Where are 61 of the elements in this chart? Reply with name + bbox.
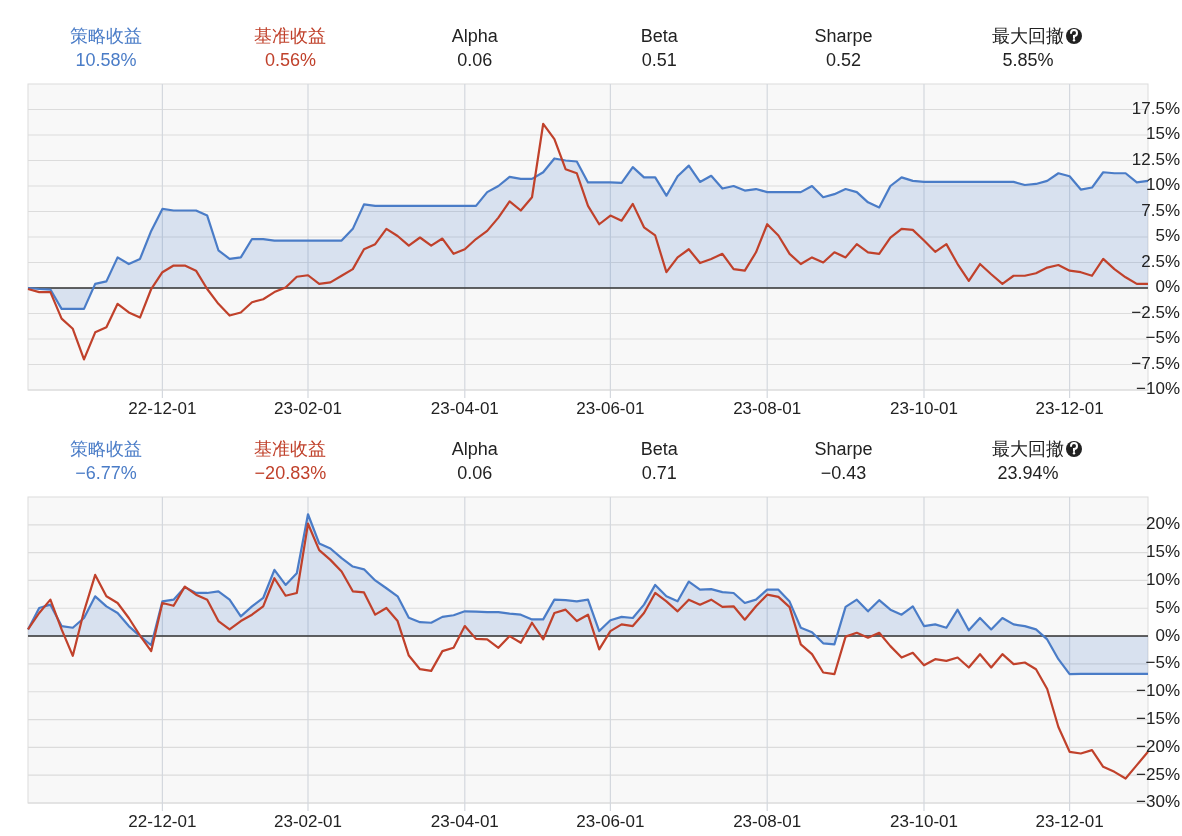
x-tick-label: 23-02-01: [273, 399, 343, 418]
x-tick-label: 23-10-01: [889, 812, 959, 831]
text: Alpha: [451, 439, 499, 459]
text: 策略收益: [70, 26, 142, 46]
text: −20.83%: [254, 463, 327, 483]
x-tick-label: 23-04-01: [430, 399, 499, 418]
text: 0.52: [826, 50, 862, 70]
x-tick-label: 23-06-01: [576, 399, 645, 418]
y-tick-label: 10%: [1145, 569, 1180, 589]
x-tick-label: 23-04-01: [430, 812, 499, 831]
y-tick-label: −15%: [1136, 709, 1180, 729]
text: Sharpe: [814, 26, 873, 46]
text: 0.06: [457, 50, 493, 70]
x-tick-label: 23-08-01: [733, 812, 802, 831]
x-tick-label: 22-12-01: [128, 399, 197, 418]
x-tick-label: 23-02-01: [273, 812, 343, 831]
y-tick-label: −30%: [1136, 792, 1180, 812]
y-tick-label: 0%: [1155, 625, 1180, 645]
text: 0.56%: [264, 50, 316, 70]
x-tick-label: 23-06-01: [576, 812, 645, 831]
text: −6.77%: [75, 463, 137, 483]
text: 0.51: [641, 50, 677, 70]
y-tick-label: 0%: [1155, 277, 1180, 297]
x-tick-label: 23-12-01: [1035, 812, 1104, 831]
y-tick-label: 17.5%: [1131, 98, 1180, 118]
text: 10.58%: [75, 50, 137, 70]
text: 0.71: [641, 463, 677, 483]
y-tick-label: 5%: [1155, 597, 1180, 617]
y-tick-label: 7.5%: [1141, 200, 1180, 220]
text: 最大回撤: [992, 439, 1064, 459]
y-tick-label: 2.5%: [1141, 251, 1180, 271]
y-tick-label: 10%: [1145, 175, 1180, 195]
text: Beta: [640, 26, 679, 46]
text: Beta: [640, 439, 679, 459]
y-tick-label: −10%: [1136, 379, 1180, 399]
y-tick-label: −5%: [1145, 328, 1180, 348]
text: 0.06: [457, 463, 493, 483]
y-tick-label: 5%: [1155, 226, 1180, 246]
text: Alpha: [451, 26, 499, 46]
y-tick-label: 20%: [1145, 514, 1180, 534]
y-tick-label: −25%: [1136, 764, 1180, 784]
text: 策略收益: [70, 439, 142, 459]
y-tick-label: −5%: [1145, 653, 1180, 673]
y-tick-label: −20%: [1136, 736, 1180, 756]
text: 最大回撤: [992, 26, 1064, 46]
y-tick-label: −2.5%: [1131, 302, 1180, 322]
y-tick-label: 15%: [1145, 124, 1180, 144]
text: Sharpe: [814, 439, 873, 459]
y-tick-label: −7.5%: [1131, 353, 1180, 373]
x-tick-label: 22-12-01: [128, 812, 197, 831]
y-tick-label: −10%: [1136, 681, 1180, 701]
y-tick-label: 15%: [1145, 542, 1180, 562]
text: 5.85%: [1002, 50, 1054, 70]
text: −0.43: [820, 463, 867, 483]
x-tick-label: 23-10-01: [889, 399, 959, 418]
text: 基准收益: [254, 439, 327, 459]
x-tick-label: 23-12-01: [1035, 399, 1104, 418]
text: 23.94%: [997, 463, 1059, 483]
text: 基准收益: [254, 26, 327, 46]
x-tick-label: 23-08-01: [733, 399, 802, 418]
y-tick-label: 12.5%: [1131, 149, 1180, 169]
